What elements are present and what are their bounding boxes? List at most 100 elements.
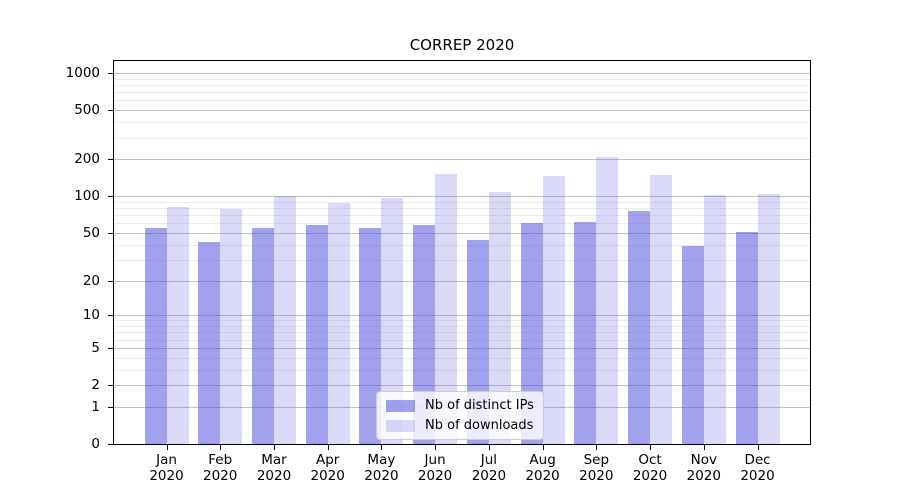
- legend-swatch-downloads: [386, 419, 415, 432]
- x-tick-mark: [220, 445, 222, 450]
- minor-gridline: [114, 122, 810, 124]
- bar-distinct-ips-aug: [520, 223, 543, 444]
- major-gridline: [114, 347, 810, 349]
- legend: Nb of distinct IPs Nb of downloads: [376, 391, 544, 440]
- legend-label-downloads: Nb of downloads: [425, 418, 534, 433]
- bar-distinct-ips-nov: [681, 245, 704, 444]
- x-tick-mark: [488, 445, 490, 450]
- bar-distinct-ips-feb: [198, 242, 221, 444]
- y-tick-mark: [108, 280, 113, 282]
- minor-gridline: [114, 332, 810, 334]
- x-tick-mark: [327, 445, 329, 450]
- major-gridline: [114, 73, 810, 74]
- minor-gridline: [114, 215, 810, 217]
- x-tick-mark: [166, 445, 168, 450]
- major-gridline: [114, 196, 810, 198]
- bar-distinct-ips-dec: [735, 231, 758, 444]
- x-tick-mark: [757, 445, 759, 450]
- minor-gridline: [114, 84, 810, 86]
- y-tick-label: 2: [91, 377, 100, 393]
- bar-downloads-nov: [703, 195, 726, 444]
- x-tick-label: Jul 2020: [471, 452, 507, 484]
- bar-downloads-jun: [435, 174, 458, 444]
- legend-item-downloads: Nb of downloads: [386, 418, 534, 433]
- minor-gridline: [114, 259, 810, 261]
- y-tick-label: 5: [91, 339, 100, 356]
- minor-gridline: [114, 357, 810, 359]
- x-tick-mark: [435, 445, 437, 450]
- bar-downloads-may: [381, 198, 404, 444]
- bar-downloads-aug: [542, 176, 565, 444]
- major-gridline: [114, 110, 810, 112]
- x-tick-label: Oct 2020: [632, 452, 668, 484]
- minor-gridline: [114, 100, 810, 102]
- bar-downloads-apr: [327, 202, 350, 444]
- x-tick-label: Nov 2020: [686, 452, 721, 484]
- minor-gridline: [114, 92, 810, 94]
- y-tick-mark: [108, 406, 113, 408]
- minor-gridline: [114, 223, 810, 225]
- x-tick-label: Jan 2020: [149, 452, 184, 484]
- y-tick-label: 200: [74, 151, 100, 168]
- x-tick-mark: [381, 445, 383, 450]
- x-tick-label: Sep 2020: [579, 452, 614, 484]
- y-tick-label: 100: [74, 188, 100, 205]
- y-tick-mark: [108, 347, 113, 349]
- plot-area: Nb of distinct IPs Nb of downloads: [113, 60, 811, 445]
- major-gridline: [114, 159, 810, 161]
- minor-gridline: [114, 137, 810, 139]
- y-tick-mark: [108, 110, 113, 112]
- y-tick-label: 500: [74, 102, 100, 119]
- x-tick-label: Mar 2020: [256, 452, 292, 484]
- x-tick-mark: [542, 445, 544, 450]
- major-gridline: [114, 385, 810, 386]
- x-tick-label: Dec 2020: [740, 452, 775, 484]
- bar-distinct-ips-apr: [305, 225, 328, 444]
- bar-distinct-ips-mar: [252, 227, 274, 444]
- bar-distinct-ips-sep: [574, 222, 597, 444]
- minor-gridline: [114, 320, 810, 322]
- x-tick-mark: [596, 445, 598, 450]
- y-tick-mark: [108, 385, 113, 386]
- legend-label-distinct-ips: Nb of distinct IPs: [425, 398, 534, 413]
- x-tick-mark: [703, 445, 705, 450]
- major-gridline: [114, 315, 810, 317]
- y-tick-label: 1: [91, 398, 100, 415]
- major-gridline: [114, 232, 810, 234]
- y-tick-mark: [108, 159, 113, 161]
- bar-downloads-oct: [650, 174, 672, 444]
- legend-item-distinct-ips: Nb of distinct IPs: [386, 398, 534, 413]
- x-tick-label: Apr 2020: [310, 452, 345, 484]
- x-tick-mark: [274, 445, 275, 450]
- minor-gridline: [114, 201, 810, 203]
- y-tick-mark: [108, 232, 113, 234]
- bar-downloads-jul: [488, 192, 511, 444]
- bar-downloads-sep: [596, 156, 619, 444]
- x-tick-label: May 2020: [364, 452, 399, 484]
- bar-distinct-ips-jun: [413, 225, 436, 444]
- legend-swatch-distinct-ips: [386, 399, 415, 412]
- minor-gridline: [114, 78, 810, 80]
- y-tick-mark: [108, 196, 113, 198]
- y-tick-mark: [108, 73, 113, 74]
- y-tick-label: 1000: [65, 65, 100, 81]
- bar-distinct-ips-jan: [144, 227, 167, 444]
- minor-gridline: [114, 326, 810, 327]
- bar-downloads-feb: [220, 209, 243, 444]
- bar-downloads-dec: [757, 194, 780, 444]
- minor-gridline: [114, 208, 810, 209]
- bar-downloads-mar: [274, 195, 296, 444]
- bar-distinct-ips-may: [359, 227, 382, 444]
- x-tick-label: Feb 2020: [203, 452, 238, 484]
- major-gridline: [114, 280, 810, 282]
- minor-gridline: [114, 339, 810, 341]
- y-tick-mark: [108, 444, 113, 445]
- minor-gridline: [114, 244, 810, 246]
- y-tick-mark: [108, 315, 113, 317]
- minor-gridline: [114, 369, 810, 371]
- y-tick-label: 20: [82, 272, 100, 289]
- x-tick-label: Jun 2020: [417, 452, 453, 484]
- y-tick-label: 50: [82, 224, 100, 241]
- y-tick-label: 10: [82, 307, 100, 324]
